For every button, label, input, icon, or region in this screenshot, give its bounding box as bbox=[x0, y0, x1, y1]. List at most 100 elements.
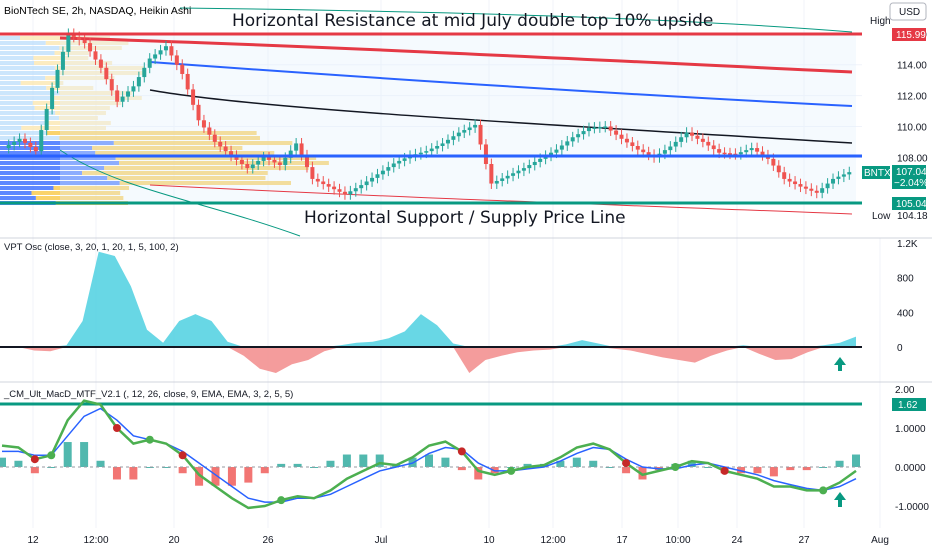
candle-body bbox=[201, 120, 206, 128]
currency-badge[interactable] bbox=[889, 2, 927, 21]
volume-bar-down bbox=[119, 181, 292, 185]
macd-cross-dots bbox=[30, 424, 828, 505]
candle-body bbox=[229, 151, 234, 156]
volume-bar-down bbox=[113, 141, 293, 145]
candle-body bbox=[776, 165, 781, 173]
candle-body bbox=[738, 152, 743, 155]
volume-bar-down bbox=[44, 121, 111, 125]
support-tag bbox=[892, 197, 926, 210]
vpt-tick-labels: 1.2K 800 400 0 bbox=[897, 239, 918, 354]
candle-body bbox=[673, 141, 678, 147]
volume-bar-down bbox=[32, 101, 122, 105]
candle-body bbox=[473, 124, 478, 128]
volume-bar-down bbox=[45, 41, 129, 45]
macd-pane[interactable]: _CM_Ult_MacD_MTF_V2.1 (, 12, 26, close, … bbox=[0, 385, 929, 513]
candle-body bbox=[212, 134, 217, 142]
candle-body bbox=[109, 79, 114, 91]
candle-body bbox=[494, 180, 499, 184]
candle-body bbox=[500, 178, 505, 181]
candle-body bbox=[690, 132, 695, 136]
mid-band-line bbox=[149, 61, 853, 107]
vpt-oscillator-pane[interactable]: VPT Osc (close, 3, 20, 1, 20, 1, 5, 100,… bbox=[0, 239, 918, 373]
volume-bar-up bbox=[0, 171, 83, 175]
volume-bar-up bbox=[0, 66, 55, 70]
candle-body bbox=[218, 141, 223, 147]
candle-body bbox=[630, 142, 635, 146]
regression-bands bbox=[59, 7, 856, 237]
volume-bar-up bbox=[0, 126, 22, 130]
candle-body bbox=[695, 135, 700, 139]
volume-bar-down bbox=[33, 56, 89, 60]
macd-histogram-bar bbox=[737, 467, 746, 474]
candle-body bbox=[44, 108, 49, 131]
macd-histogram-bar bbox=[802, 467, 811, 471]
volume-bar-down bbox=[59, 91, 133, 95]
macd-histogram-bar bbox=[145, 467, 154, 468]
candle-body bbox=[234, 155, 239, 160]
candle-body bbox=[641, 149, 646, 153]
upper-channel-line bbox=[179, 7, 853, 33]
candle-body bbox=[196, 104, 201, 121]
volume-bar-down bbox=[59, 136, 260, 140]
macd-histogram bbox=[0, 442, 860, 486]
volume-bar-down bbox=[92, 146, 243, 150]
macd-cross-dot bbox=[178, 451, 187, 460]
macd-histogram-bar bbox=[835, 460, 844, 467]
candle-body bbox=[250, 164, 255, 169]
low-label: Low bbox=[872, 211, 891, 222]
vpt-up-arrow-icon bbox=[834, 357, 846, 371]
macd-histogram-bar bbox=[687, 460, 696, 467]
candle-body bbox=[684, 132, 689, 138]
candle-body bbox=[39, 130, 44, 152]
macd-tick-label: 0.0000 bbox=[895, 463, 926, 474]
macd-histogram-bar bbox=[260, 467, 269, 474]
candle-body bbox=[337, 189, 342, 192]
volume-bar-up bbox=[0, 36, 20, 40]
candle-body bbox=[798, 184, 803, 187]
macd-line bbox=[1, 399, 857, 510]
macd-level-value: 1.62 bbox=[898, 400, 918, 411]
volume-bar-down bbox=[115, 156, 317, 160]
candle-body bbox=[597, 126, 602, 129]
volume-bar-down bbox=[21, 126, 107, 130]
vpt-tick-label: 400 bbox=[897, 308, 914, 319]
time-axis[interactable]: 12 12:00 20 26 Jul 10 12:00 17 10:00 24 27 Aug bbox=[27, 535, 888, 546]
candle-body bbox=[549, 152, 554, 156]
vpt-tick-label: 800 bbox=[897, 274, 914, 285]
candle-body bbox=[180, 64, 185, 74]
candle-body bbox=[483, 144, 488, 165]
resistance-tag-value: 115.99 bbox=[896, 30, 926, 41]
candle-body bbox=[185, 73, 190, 90]
candle-body bbox=[554, 149, 559, 153]
macd-cross-dot bbox=[277, 496, 286, 505]
candle-body bbox=[375, 174, 380, 178]
macd-histogram-bar bbox=[457, 467, 466, 471]
price-change-value: −2.04% bbox=[894, 178, 928, 189]
candle-body bbox=[245, 164, 250, 169]
candle-body bbox=[147, 58, 152, 68]
volume-bar-up bbox=[0, 91, 60, 95]
candle-body bbox=[456, 132, 461, 137]
volume-bar-down bbox=[54, 66, 145, 70]
candle-body bbox=[451, 136, 456, 140]
price-tick-label: 112.00 bbox=[897, 92, 927, 103]
macd-histogram-bar bbox=[178, 467, 187, 474]
candle-body bbox=[511, 173, 516, 176]
macd-histogram-bar bbox=[195, 467, 204, 486]
price-tick-label: 110.00 bbox=[897, 122, 927, 133]
volume-bar-up bbox=[0, 46, 60, 50]
macd-histogram-bar bbox=[375, 454, 384, 467]
candle-body bbox=[353, 188, 358, 192]
macd-histogram-bar bbox=[227, 467, 236, 486]
candle-body bbox=[342, 191, 347, 195]
candle-body bbox=[635, 145, 640, 150]
macd-histogram-bar bbox=[605, 467, 614, 468]
volume-bar-down bbox=[45, 76, 115, 80]
volume-bar-down bbox=[34, 61, 113, 65]
high-label: High bbox=[870, 16, 891, 27]
candle-body bbox=[283, 157, 288, 166]
candle-body bbox=[277, 162, 282, 166]
candle-body bbox=[115, 90, 120, 102]
